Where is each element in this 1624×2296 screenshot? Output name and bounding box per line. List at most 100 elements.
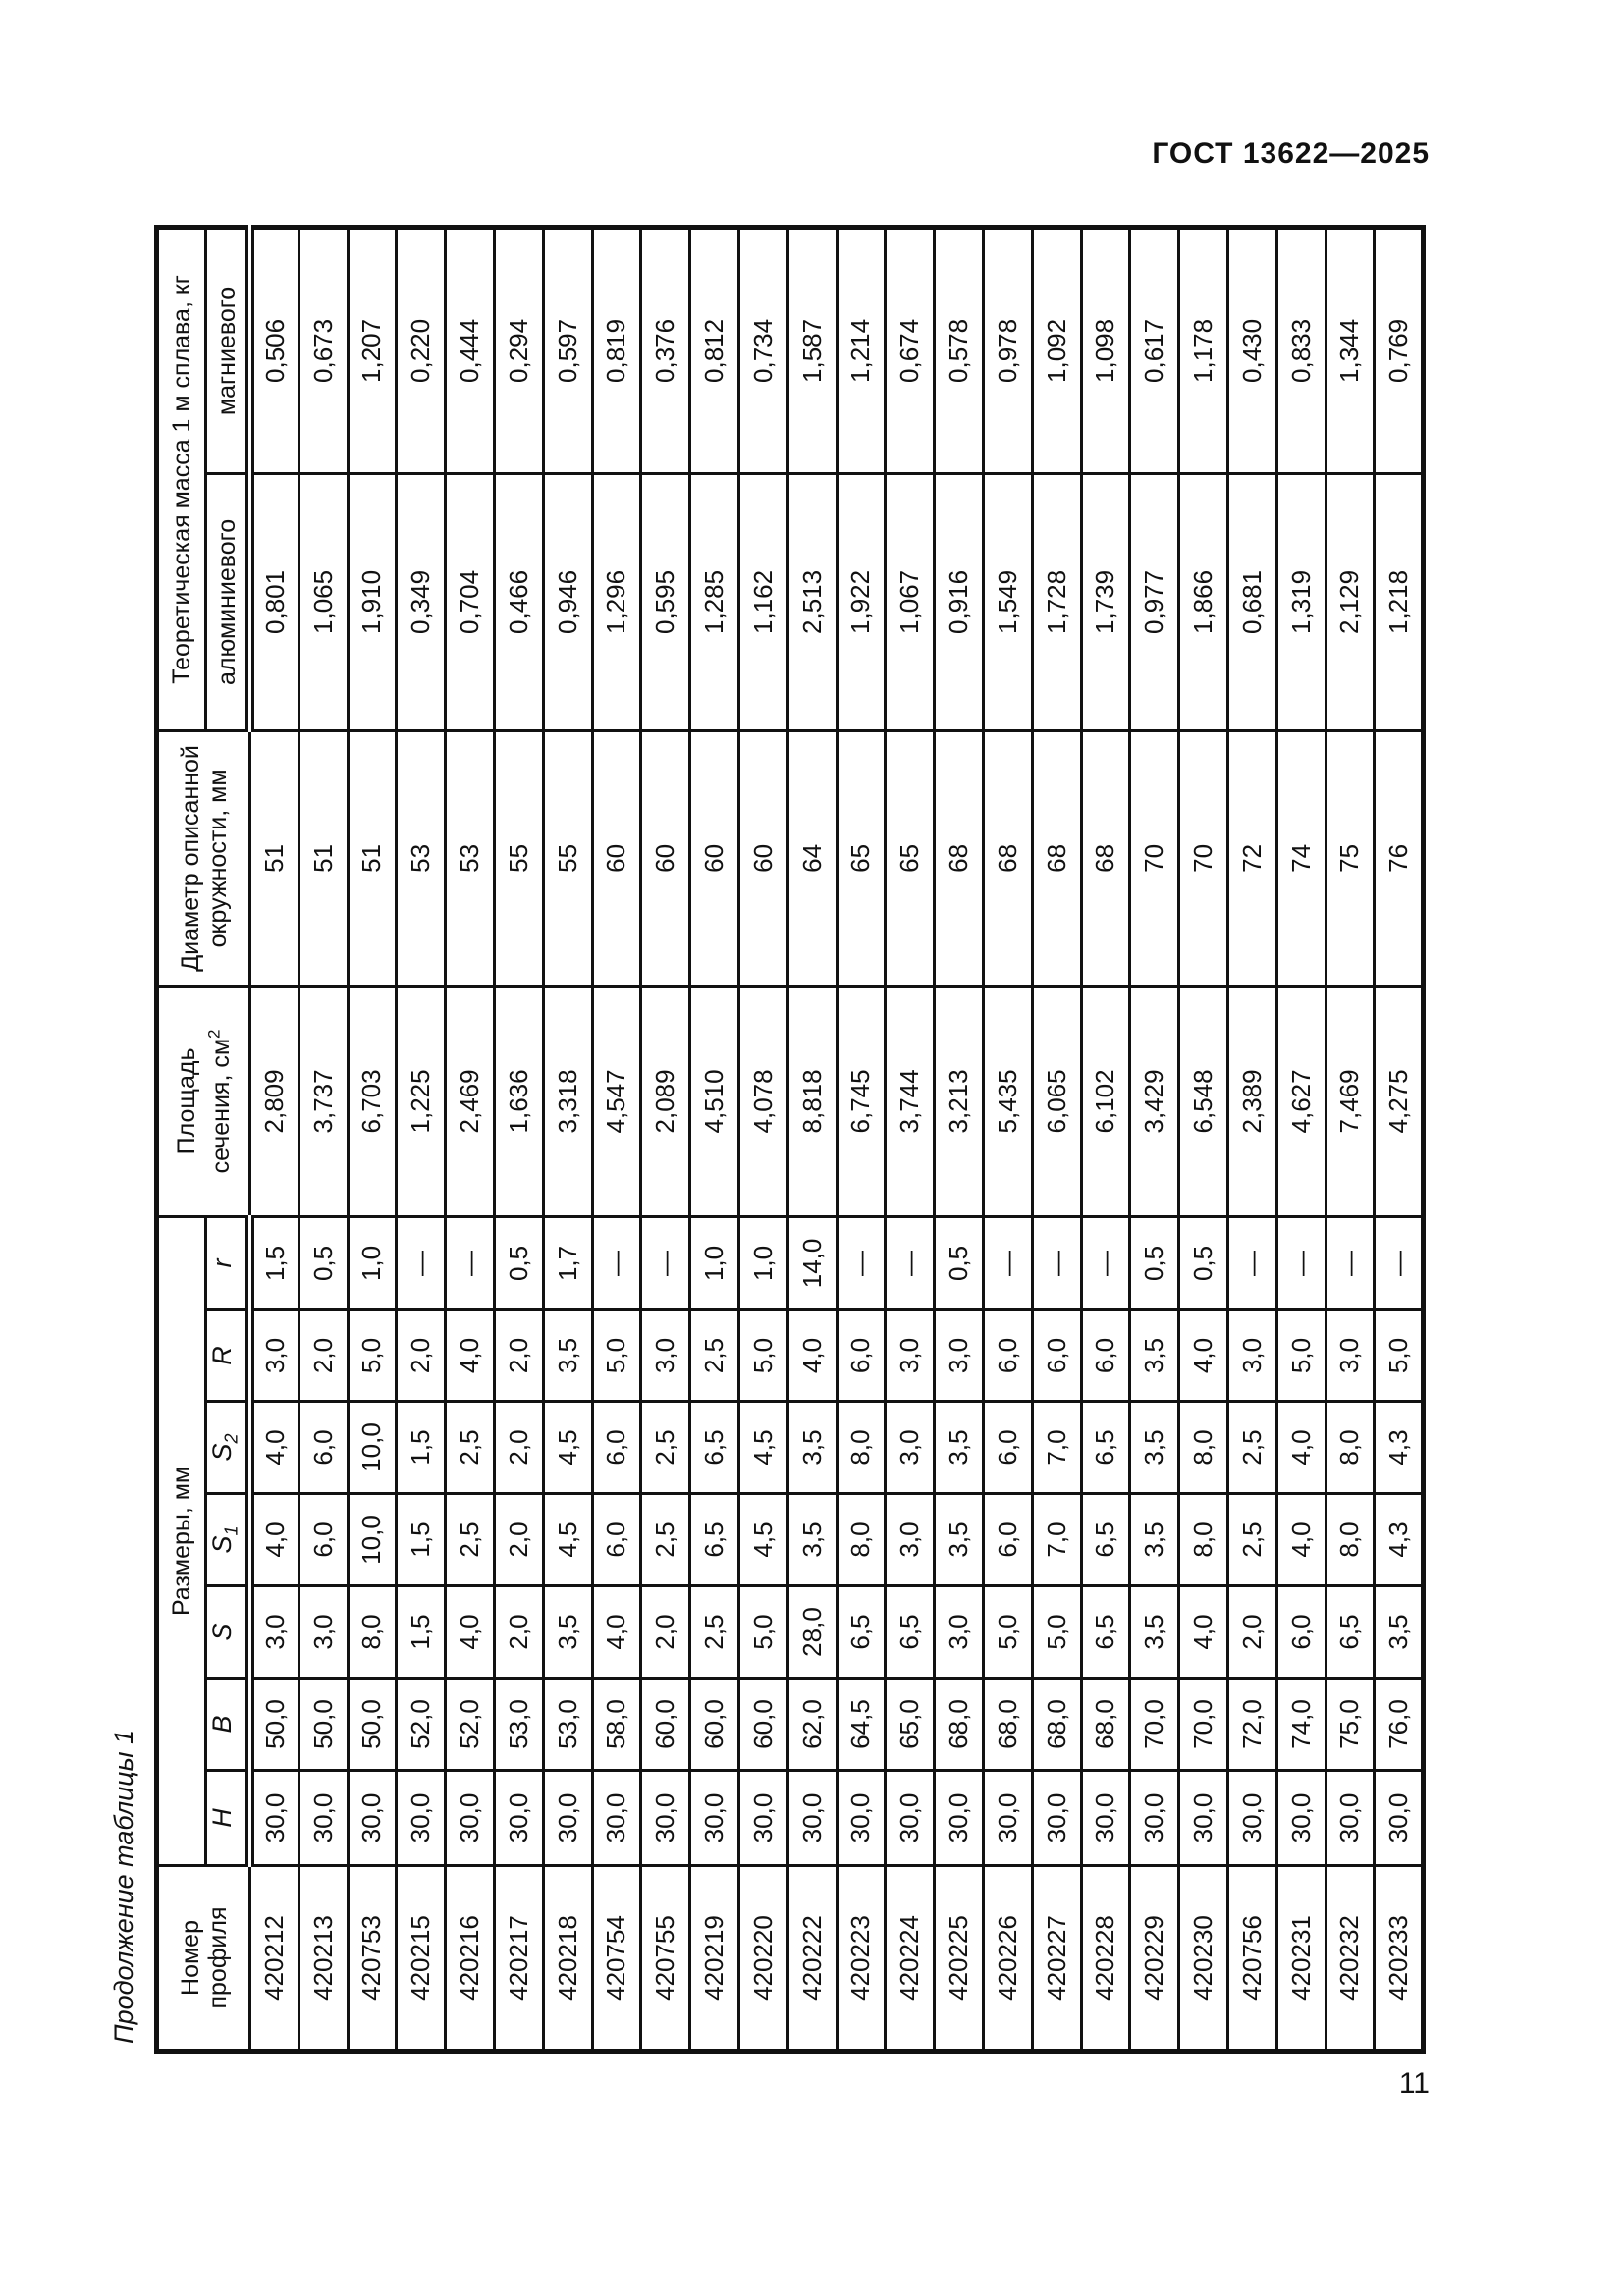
cell-B: 53,0 — [543, 1678, 593, 1771]
cell-S1: 1,5 — [396, 1493, 446, 1586]
cell-number: 420231 — [1276, 1865, 1326, 2052]
cell-mass_magnesium: 0,376 — [640, 227, 690, 474]
cell-R: 5,0 — [738, 1309, 788, 1402]
table-row: 420223 30,0 64,5 6,5 8,0 8,0 6,0—6,745 65 1,922 1… — [837, 227, 886, 2052]
table-row: 420213 30,0 50,0 3,0 6,0 6,0 2,0 0,5 3,737 51 1,06… — [298, 227, 349, 2052]
cell-B: 70,0 — [1178, 1678, 1228, 1771]
cell-B: 70,0 — [1129, 1678, 1179, 1771]
cell-R: 4,0 — [1178, 1309, 1228, 1402]
cell-S1: 8,0 — [837, 1493, 886, 1586]
cell-mass_magnesium: 1,092 — [1032, 227, 1082, 474]
cell-mass_magnesium: 0,506 — [249, 227, 299, 474]
cell-number: 420213 — [298, 1865, 349, 2052]
cell-S1: 3,5 — [934, 1493, 984, 1586]
cell-S: 1,5 — [396, 1585, 446, 1679]
table-row: 420216 30,0 52,0 4,0 2,5 2,5 4,0—2,469 53 0,704 0… — [445, 227, 495, 2052]
header-line: Площадь — [173, 1047, 201, 1155]
table-row: 420219 30,0 60,0 2,5 6,5 6,5 2,5 1,0 4,510 60 1,28… — [689, 227, 739, 2052]
cell-B: 58,0 — [592, 1678, 641, 1771]
cell-diameter: 60 — [640, 730, 690, 987]
cell-r: 0,5 — [1178, 1216, 1228, 1310]
col-header-diameter: Диаметр описанной окружности, мм — [156, 730, 250, 987]
cell-area: 1,225 — [396, 986, 446, 1217]
table-row: 420212 30,0 50,0 3,0 4,0 4,0 3,0 1,5 2,809 51 0,80… — [249, 227, 299, 2052]
cell-H: 30,0 — [1129, 1770, 1179, 1866]
cell-number: 420219 — [689, 1865, 739, 2052]
table-body: 420212 30,0 50,0 3,0 4,0 4,0 3,0 1,5 2,809 51 0,80… — [249, 227, 1424, 2052]
cell-diameter: 70 — [1129, 730, 1179, 987]
cell-S2: 10,0 — [348, 1401, 397, 1494]
col-header-S: S — [205, 1585, 250, 1679]
cell-H: 30,0 — [1081, 1770, 1130, 1866]
cell-diameter: 53 — [445, 730, 495, 987]
cell-R: 2,5 — [689, 1309, 739, 1402]
cell-mass_magnesium: 0,673 — [298, 227, 349, 474]
col-header-R: R — [205, 1309, 250, 1402]
cell-mass_magnesium: 0,819 — [592, 227, 641, 474]
cell-area: 2,089 — [640, 986, 690, 1217]
cell-R: 6,0 — [1032, 1309, 1082, 1402]
cell-S1: 4,3 — [1374, 1493, 1424, 1586]
cell-mass_magnesium: 0,578 — [934, 227, 984, 474]
cell-S2: 2,5 — [640, 1401, 690, 1494]
cell-area: 7,469 — [1326, 986, 1375, 1217]
cell-S1: 10,0 — [348, 1493, 397, 1586]
cell-S: 3,0 — [249, 1585, 299, 1679]
cell-r: 0,5 — [494, 1216, 544, 1310]
cell-S: 6,5 — [885, 1585, 935, 1679]
cell-S2: 6,0 — [983, 1401, 1033, 1494]
cell-r: — — [592, 1216, 641, 1310]
table-row: 420229 30,0 70,0 3,5 3,5 3,5 3,5 0,5 3,429 70 0,97… — [1129, 227, 1179, 2052]
cell-R: 3,5 — [1129, 1309, 1179, 1402]
cell-mass_aluminium: 0,681 — [1227, 473, 1277, 731]
cell-B: 52,0 — [396, 1678, 446, 1771]
cell-S2: 3,0 — [885, 1401, 935, 1494]
cell-S2: 6,5 — [689, 1401, 739, 1494]
dim-label: H — [206, 1808, 237, 1828]
cell-R: 2,0 — [494, 1309, 544, 1402]
table-row: 420754 30,0 58,0 4,0 6,0 6,0 5,0—4,547 60 1,296 0… — [592, 227, 641, 2052]
cell-number: 420228 — [1081, 1865, 1130, 2052]
col-header-mass-group: Теоретическая масса 1 м сплава, кг — [156, 227, 206, 731]
table-row: 420232 30,0 75,0 6,5 8,0 8,0 3,0—7,469 75 2,129 1… — [1326, 227, 1375, 2052]
cell-R: 3,5 — [543, 1309, 593, 1402]
cell-mass_magnesium: 0,812 — [689, 227, 739, 474]
cell-B: 50,0 — [249, 1678, 299, 1771]
col-header-area: Площадь сечения, см2 — [156, 986, 250, 1217]
cell-R: 2,0 — [298, 1309, 349, 1402]
cell-mass_magnesium: 0,978 — [983, 227, 1033, 474]
header-line: профиля — [203, 1906, 232, 2009]
cell-S1: 3,5 — [787, 1493, 838, 1586]
cell-S1: 4,5 — [738, 1493, 788, 1586]
cell-B: 53,0 — [494, 1678, 544, 1771]
cell-number: 420229 — [1129, 1865, 1179, 2052]
table-row: 420755 30,0 60,0 2,0 2,5 2,5 3,0—2,089 60 0,595 0… — [640, 227, 690, 2052]
cell-number: 420224 — [885, 1865, 935, 2052]
cell-R: 3,0 — [885, 1309, 935, 1402]
dim-label: B — [206, 1715, 237, 1734]
cell-mass_magnesium: 0,833 — [1276, 227, 1326, 474]
cell-S: 5,0 — [738, 1585, 788, 1679]
cell-S2: 4,3 — [1374, 1401, 1424, 1494]
cell-S2: 6,0 — [298, 1401, 349, 1494]
cell-area: 6,102 — [1081, 986, 1130, 1217]
cell-diameter: 51 — [249, 730, 299, 987]
cell-r: 1,0 — [689, 1216, 739, 1310]
col-header-mass-aluminium: алюминиевого — [205, 473, 250, 731]
cell-diameter: 72 — [1227, 730, 1277, 987]
cell-area: 2,809 — [249, 986, 299, 1217]
cell-S: 4,0 — [592, 1585, 641, 1679]
cell-R: 3,0 — [934, 1309, 984, 1402]
profiles-table: Номер профиля Размеры, мм Площадь сечени… — [154, 224, 1427, 2054]
header-line: Диаметр описанной — [176, 745, 204, 972]
cell-R: 2,0 — [396, 1309, 446, 1402]
cell-mass_aluminium: 1,866 — [1178, 473, 1228, 731]
table-row: 420226 30,0 68,0 5,0 6,0 6,0 6,0—5,435 68 1,549 0… — [983, 227, 1033, 2052]
cell-r: — — [1081, 1216, 1130, 1310]
table-row: 420218 30,0 53,0 3,5 4,5 4,5 3,5 1,7 3,318 55 0,94… — [543, 227, 593, 2052]
table-head: Номер профиля Размеры, мм Площадь сечени… — [156, 227, 250, 2052]
cell-diameter: 70 — [1178, 730, 1228, 987]
cell-diameter: 75 — [1326, 730, 1375, 987]
cell-r: — — [1374, 1216, 1424, 1310]
